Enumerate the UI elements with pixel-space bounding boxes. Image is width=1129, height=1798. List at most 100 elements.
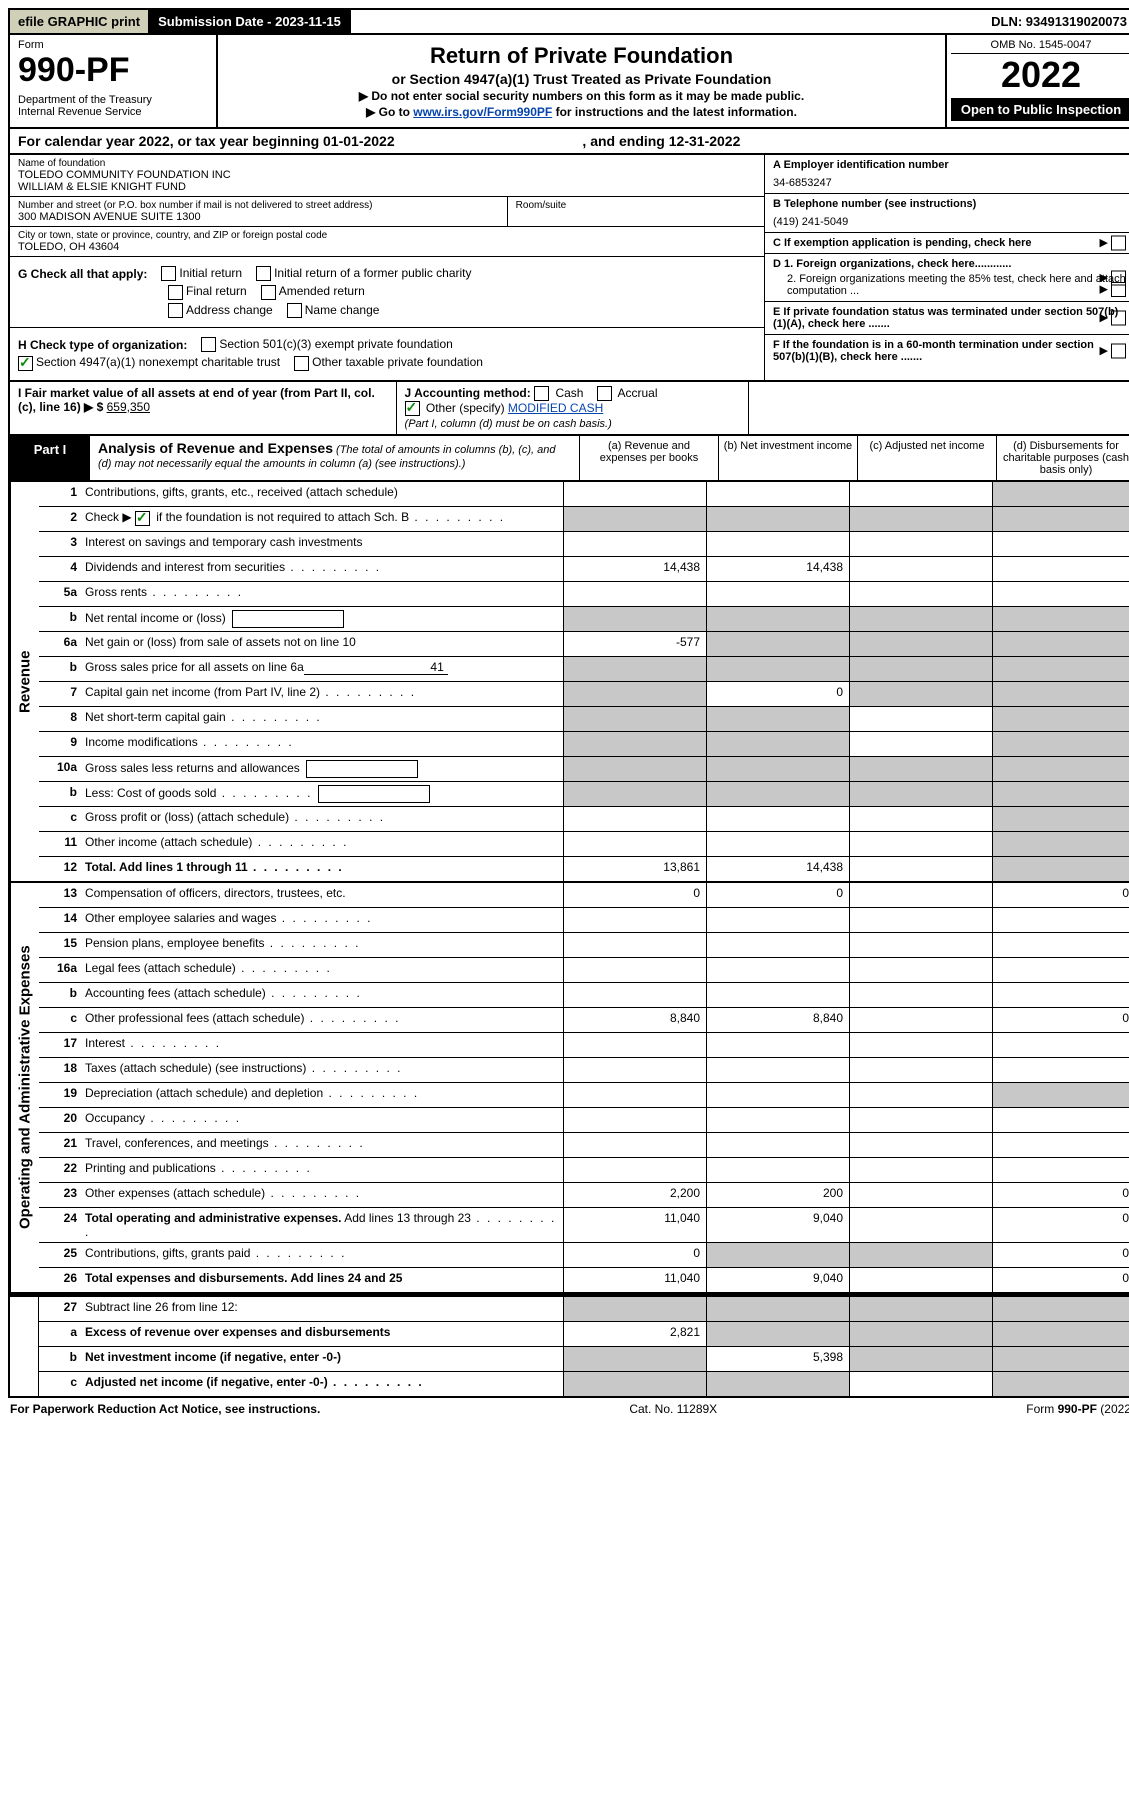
line-number: 17 <box>39 1033 81 1057</box>
line-9: 9Income modifications <box>39 732 1129 757</box>
col-c-value <box>849 883 992 907</box>
col-d-value <box>992 682 1129 706</box>
line-18: 18Taxes (attach schedule) (see instructi… <box>39 1058 1129 1083</box>
line-description: Net rental income or (loss) <box>81 607 563 631</box>
checkbox-c[interactable] <box>1111 236 1126 251</box>
checkbox-address-change[interactable] <box>168 303 183 318</box>
line-number: c <box>39 1372 81 1396</box>
line-22: 22Printing and publications <box>39 1158 1129 1183</box>
line-c: cOther professional fees (attach schedul… <box>39 1008 1129 1033</box>
col-d-value <box>992 507 1129 531</box>
line-26: 26Total expenses and disbursements. Add … <box>39 1268 1129 1292</box>
line-description: Total operating and administrative expen… <box>81 1208 563 1242</box>
dln-number: DLN: 93491319020073 <box>983 10 1129 33</box>
line-number: 12 <box>39 857 81 881</box>
col-a-value <box>563 958 706 982</box>
line-description: Interest on savings and temporary cash i… <box>81 532 563 556</box>
inline-value-box <box>232 610 344 628</box>
checkbox-other-method[interactable] <box>405 401 420 416</box>
checkbox-name-change[interactable] <box>287 303 302 318</box>
line-1: 1Contributions, gifts, grants, etc., rec… <box>39 482 1129 507</box>
line-b: bAccounting fees (attach schedule) <box>39 983 1129 1008</box>
line-16a: 16aLegal fees (attach schedule) <box>39 958 1129 983</box>
col-d-value <box>992 933 1129 957</box>
checkbox-other-taxable[interactable] <box>294 356 309 371</box>
line-number: b <box>39 782 81 806</box>
col-a-value: 13,861 <box>563 857 706 881</box>
col-a-value: 0 <box>563 1243 706 1267</box>
line-number: 26 <box>39 1268 81 1292</box>
col-d-value <box>992 1347 1129 1371</box>
section-j: J Accounting method: Cash Accrual Other … <box>396 382 749 435</box>
col-d-value <box>992 657 1129 681</box>
form-title-block: Return of Private Foundation or Section … <box>218 35 945 127</box>
col-d-value <box>992 1158 1129 1182</box>
line-number: 19 <box>39 1083 81 1107</box>
col-c-value <box>849 1268 992 1292</box>
line-number: 20 <box>39 1108 81 1132</box>
checkbox-initial-former[interactable] <box>256 266 271 281</box>
col-c-value <box>849 782 992 806</box>
inline-checkbox[interactable] <box>135 511 150 526</box>
line-description: Less: Cost of goods sold <box>81 782 563 806</box>
line-3: 3Interest on savings and temporary cash … <box>39 532 1129 557</box>
col-d-value: 0 <box>992 1008 1129 1032</box>
col-b-value <box>706 507 849 531</box>
col-b-value: 0 <box>706 883 849 907</box>
col-b-value <box>706 757 849 781</box>
col-a-value <box>563 1108 706 1132</box>
checkbox-501c3[interactable] <box>201 337 216 352</box>
col-d-value <box>992 732 1129 756</box>
line-24: 24Total operating and administrative exp… <box>39 1208 1129 1243</box>
checkbox-d2[interactable] <box>1111 282 1126 297</box>
col-a-value <box>563 482 706 506</box>
col-d-value <box>992 607 1129 631</box>
line-description: Adjusted net income (if negative, enter … <box>81 1372 563 1396</box>
instructions-link[interactable]: www.irs.gov/Form990PF <box>413 105 552 119</box>
revenue-section: Revenue 1Contributions, gifts, grants, e… <box>8 482 1129 883</box>
col-c-value <box>849 582 992 606</box>
submission-date: Submission Date - 2023-11-15 <box>150 10 351 33</box>
col-d-value <box>992 1108 1129 1132</box>
checkbox-4947[interactable] <box>18 356 33 371</box>
col-c-value <box>849 1372 992 1396</box>
line-description: Pension plans, employee benefits <box>81 933 563 957</box>
col-a-value <box>563 707 706 731</box>
form-header: Form 990-PF Department of the Treasury I… <box>8 35 1129 129</box>
summary-section: 27Subtract line 26 from line 12:aExcess … <box>8 1294 1129 1398</box>
col-b-value <box>706 1033 849 1057</box>
col-a-value <box>563 657 706 681</box>
col-b-value <box>706 933 849 957</box>
checkbox-final-return[interactable] <box>168 285 183 300</box>
calendar-year-row: For calendar year 2022, or tax year begi… <box>8 129 1129 155</box>
checkbox-e[interactable] <box>1111 311 1126 326</box>
line-b: bLess: Cost of goods sold <box>39 782 1129 807</box>
efile-print-button[interactable]: efile GRAPHIC print <box>10 10 150 33</box>
col-b-value: 14,438 <box>706 857 849 881</box>
col-d-value <box>992 1372 1129 1396</box>
checkbox-amended-return[interactable] <box>261 285 276 300</box>
col-a-value <box>563 757 706 781</box>
line-5a: 5aGross rents <box>39 582 1129 607</box>
form-number-block: Form 990-PF Department of the Treasury I… <box>10 35 218 127</box>
checkbox-initial-return[interactable] <box>161 266 176 281</box>
line-number: 16a <box>39 958 81 982</box>
line-description: Total expenses and disbursements. Add li… <box>81 1268 563 1292</box>
col-b-value <box>706 482 849 506</box>
col-c-value <box>849 857 992 881</box>
col-c-value <box>849 832 992 856</box>
line-description: Depreciation (attach schedule) and deple… <box>81 1083 563 1107</box>
line-number: b <box>39 607 81 631</box>
line-description: Excess of revenue over expenses and disb… <box>81 1322 563 1346</box>
col-c-value <box>849 807 992 831</box>
department-label: Department of the Treasury Internal Reve… <box>18 94 208 118</box>
col-b-value <box>706 908 849 932</box>
col-a-value: 8,840 <box>563 1008 706 1032</box>
form-number: 990-PF <box>18 51 208 90</box>
checkbox-f[interactable] <box>1111 344 1126 359</box>
col-a-header: (a) Revenue and expenses per books <box>579 436 718 480</box>
checkbox-cash[interactable] <box>534 386 549 401</box>
col-b-value <box>706 1372 849 1396</box>
col-d-value: 0 <box>992 1268 1129 1292</box>
checkbox-accrual[interactable] <box>597 386 612 401</box>
